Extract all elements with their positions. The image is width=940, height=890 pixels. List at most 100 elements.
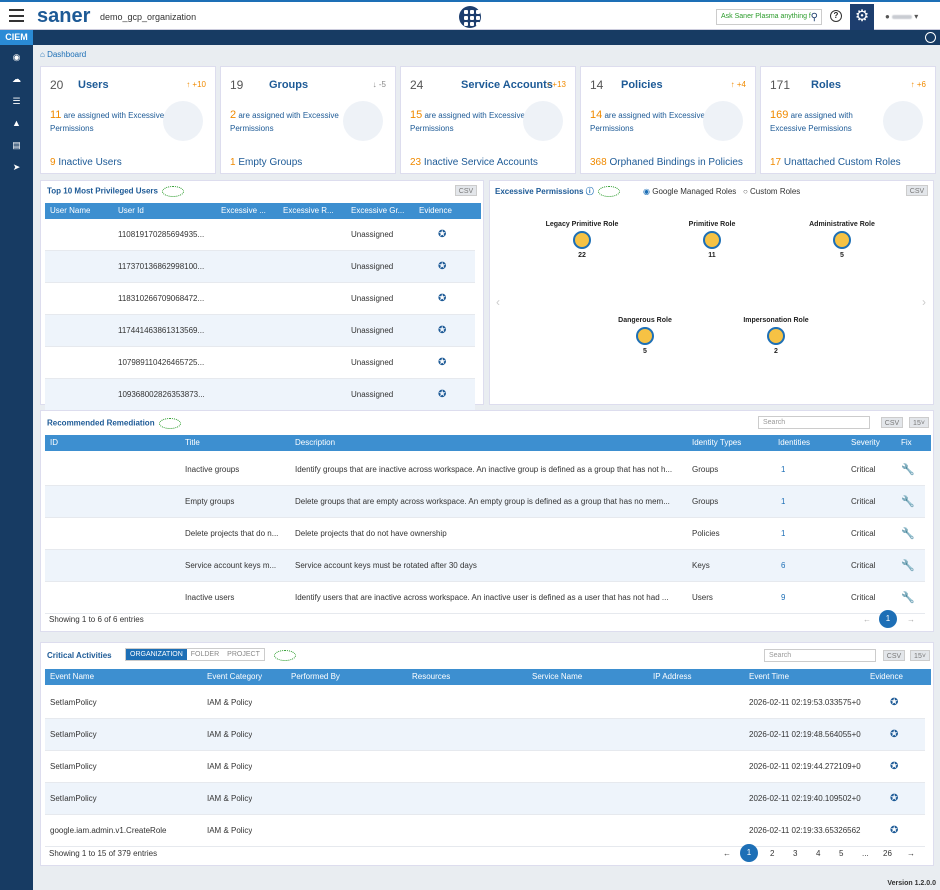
apps-grid-icon[interactable] — [459, 6, 481, 28]
page-size-select[interactable]: 15˅ — [909, 417, 929, 428]
prev-arrow-icon[interactable]: ‹ — [496, 295, 500, 309]
help-icon[interactable]: ? — [830, 10, 842, 22]
role-category[interactable]: Primitive Role 11 — [688, 221, 736, 259]
card-title[interactable]: Users — [78, 79, 109, 91]
csv-button[interactable]: CSV — [881, 417, 903, 428]
evidence-icon[interactable]: ✪ — [438, 293, 447, 304]
summary-card-service-accounts[interactable]: 24 Service Accounts ↑ +13 15 are assigned w… — [400, 66, 576, 174]
card-title[interactable]: Service Accounts — [461, 79, 553, 91]
evidence-icon[interactable]: ✪ — [438, 325, 447, 336]
evidence-icon[interactable]: ✪ — [890, 729, 899, 740]
page-button[interactable]: 2 — [770, 849, 775, 858]
table-row[interactable]: 110819170285694935...Legacy ... +2roles/… — [45, 219, 475, 251]
clock-icon[interactable] — [925, 32, 936, 43]
wrench-icon[interactable]: 🔧 — [901, 560, 915, 572]
breadcrumb[interactable]: ⌂ Dashboard — [40, 50, 87, 59]
page-button[interactable]: 1 — [740, 844, 758, 862]
role-category[interactable]: Impersonation Role 2 — [743, 317, 809, 355]
page-button[interactable]: 3 — [793, 849, 798, 858]
role-type-radio[interactable]: ◉ Google Managed Roles ○ Custom Roles — [643, 187, 801, 196]
card-footer[interactable]: 17 Unattached Custom Roles — [770, 157, 901, 168]
column-header[interactable]: User Id — [118, 206, 144, 215]
card-footer[interactable]: 368 Orphaned Bindings in Policies — [590, 157, 743, 168]
identities-count[interactable]: 1 — [781, 529, 786, 538]
page-button-1[interactable]: 1 — [879, 610, 897, 628]
list-icon[interactable]: ☰ — [12, 96, 21, 106]
page-size-select[interactable]: 15˅ — [910, 650, 930, 661]
wrench-icon[interactable]: 🔧 — [901, 528, 915, 540]
tab-organization[interactable]: ORGANIZATION — [126, 649, 187, 660]
page-button[interactable]: 26 — [883, 849, 892, 858]
table-row[interactable]: google.iam.admin.v1.CreateRole IAM & Poli… — [45, 815, 925, 847]
wrench-icon[interactable]: 🔧 — [901, 464, 915, 476]
column-header[interactable]: User Name — [50, 206, 91, 215]
page-button[interactable]: ... — [862, 849, 869, 858]
role-category[interactable]: Legacy Primitive Role 22 — [545, 221, 619, 259]
eye-icon[interactable]: ◉ — [12, 52, 21, 62]
evidence-icon[interactable]: ✪ — [438, 229, 447, 240]
cloud-icon[interactable]: ☁ — [12, 74, 21, 84]
table-row[interactable]: 117370136862998100...High Ri... +6organi… — [45, 251, 475, 283]
column-header[interactable]: Identities — [778, 438, 811, 447]
card-footer[interactable]: 9 Inactive Users — [50, 157, 122, 168]
identities-count[interactable]: 1 — [781, 465, 786, 474]
column-header[interactable]: Evidence — [419, 206, 452, 215]
card-title[interactable]: Roles — [811, 79, 841, 91]
card-title[interactable]: Policies — [621, 79, 663, 91]
column-header[interactable]: Service Name — [532, 672, 583, 681]
prev-page-icon[interactable]: ← — [863, 615, 871, 624]
csv-button[interactable]: CSV — [883, 650, 905, 661]
column-header[interactable]: Resources — [412, 672, 451, 681]
csv-button[interactable]: CSV — [906, 185, 928, 196]
next-page-icon[interactable]: → — [907, 615, 915, 624]
column-header[interactable]: Excessive ... — [221, 206, 266, 215]
column-header[interactable]: ID — [50, 438, 58, 447]
activities-search-input[interactable]: Search — [764, 649, 876, 662]
card-excess[interactable]: 14 are assigned with Excessive Permissio… — [590, 109, 705, 133]
column-header[interactable]: Event Time — [749, 672, 790, 681]
summary-card-users[interactable]: 20 Users ↑ +10 11 are assigned with Excessi… — [40, 66, 216, 174]
column-header[interactable]: Severity — [851, 438, 880, 447]
role-category[interactable]: Administrative Role 5 — [809, 221, 875, 259]
column-header[interactable]: Title — [185, 438, 200, 447]
summary-card-roles[interactable]: 171 Roles ↑ +6 169 are assigned with Excess… — [760, 66, 936, 174]
evidence-icon[interactable]: ✪ — [890, 825, 899, 836]
module-label[interactable]: CIEM — [0, 30, 33, 45]
remediation-search-input[interactable]: Search — [758, 416, 870, 429]
role-category[interactable]: Dangerous Role 5 — [618, 317, 672, 355]
column-header[interactable]: Evidence — [870, 672, 903, 681]
next-arrow-icon[interactable]: › — [922, 295, 926, 309]
table-row[interactable]: CIEM-GCP-2)6Service account keys m...Ser… — [45, 550, 925, 582]
settings-gear-icon[interactable]: ⚙ — [850, 4, 874, 31]
card-title[interactable]: Groups — [269, 79, 309, 91]
tab-folder[interactable]: FOLDER — [190, 651, 220, 658]
column-header[interactable]: Event Category — [207, 672, 263, 681]
ask-plasma-input[interactable]: Ask Saner Plasma anything f ⚲ — [716, 9, 822, 25]
wrench-icon[interactable]: 🔧 — [901, 592, 915, 604]
summary-card-policies[interactable]: 14 Policies ↑ +4 14 are assigned with Exces… — [580, 66, 756, 174]
wrench-icon[interactable]: 🔧 — [901, 496, 915, 508]
user-menu[interactable]: ● ▾ — [885, 12, 919, 21]
column-header[interactable]: Excessive R... — [283, 206, 334, 215]
column-header[interactable]: Fix — [901, 438, 912, 447]
menu-icon[interactable] — [9, 9, 24, 22]
column-header[interactable]: Performed By — [291, 672, 340, 681]
column-header[interactable]: Identity Types — [692, 438, 742, 447]
logout-icon[interactable]: ➤ — [12, 162, 21, 172]
warning-icon[interactable]: ▲ — [12, 118, 21, 128]
identities-count[interactable]: 1 — [781, 497, 786, 506]
evidence-icon[interactable]: ✪ — [890, 761, 899, 772]
search-icon[interactable]: ⚲ — [810, 12, 818, 23]
card-excess[interactable]: 169 are assigned with Excessive Permissi… — [770, 109, 853, 133]
prev-page-icon[interactable]: ← — [723, 849, 731, 858]
evidence-icon[interactable]: ✪ — [438, 357, 447, 368]
card-footer[interactable]: 23 Inactive Service Accounts — [410, 157, 538, 168]
table-row[interactable]: 117441463861313569...Legacy ... +1roles/… — [45, 315, 475, 347]
column-header[interactable]: Excessive Gr... — [351, 206, 405, 215]
